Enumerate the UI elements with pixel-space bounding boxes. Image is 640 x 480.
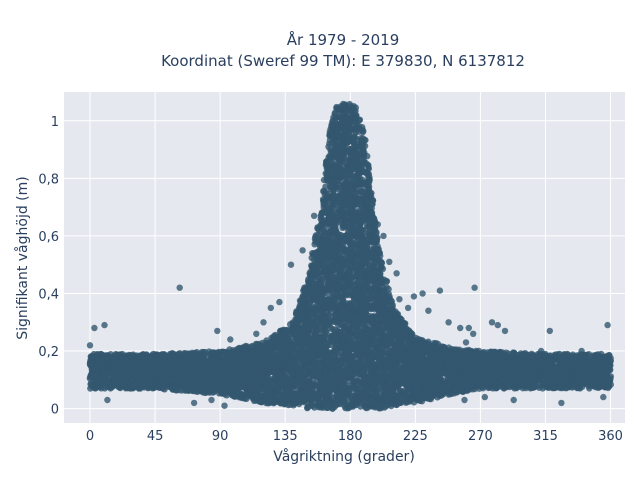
- scatter-point: [352, 104, 359, 111]
- scatter-markers: [86, 100, 614, 412]
